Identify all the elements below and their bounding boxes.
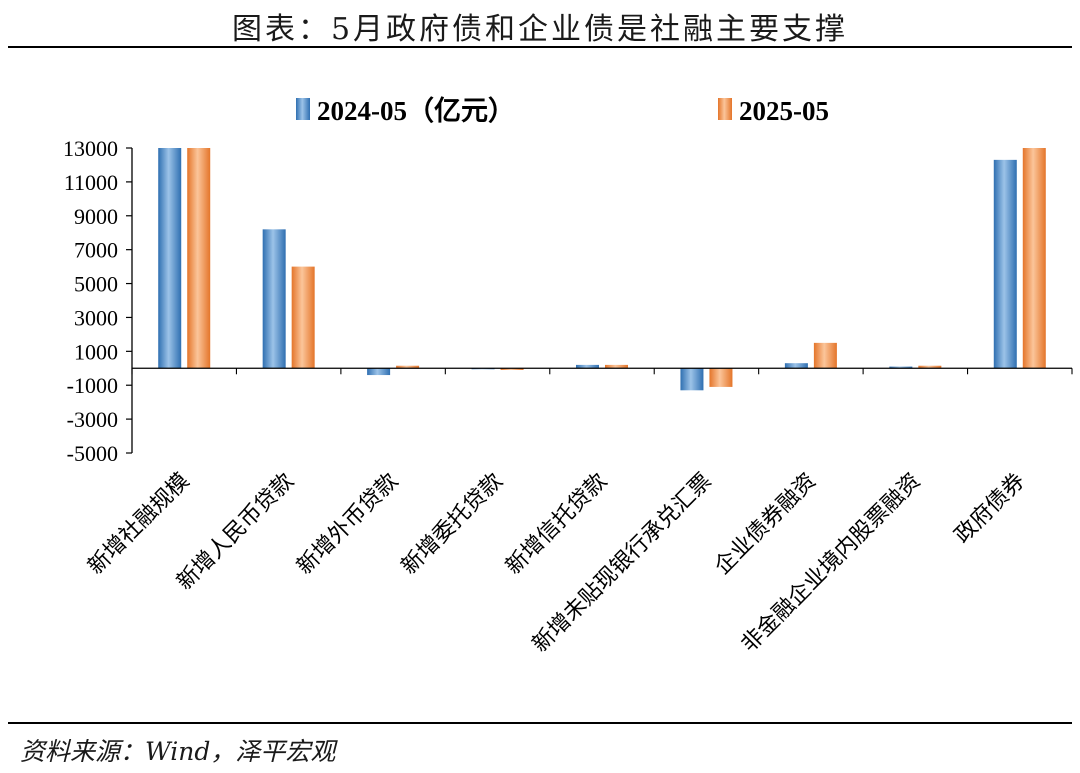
x-category-label: 企业债券融资 xyxy=(710,469,821,580)
legend-swatch xyxy=(296,98,310,120)
bar-series-1 xyxy=(158,148,182,369)
x-axis: 新增社融规模新增人民币贷款新增外币贷款新增委托贷款新增信托贷款新增未贴现银行承兑… xyxy=(83,367,1073,658)
y-tick-label: -1000 xyxy=(67,373,118,398)
y-tick-label: -3000 xyxy=(67,407,118,432)
bar-series-2 xyxy=(1022,148,1046,369)
bar-series-2 xyxy=(605,364,628,369)
bar-series-1 xyxy=(262,229,286,369)
bars xyxy=(158,148,1046,391)
x-category-label: 新增社融规模 xyxy=(83,469,194,580)
y-tick-label: 9000 xyxy=(74,204,118,229)
x-category-label: 新增委托贷款 xyxy=(397,469,508,580)
x-category-label: 新增外币贷款 xyxy=(292,469,403,580)
source-note: 资料来源：Wind，泽平宏观 xyxy=(20,737,336,766)
bar-series-1 xyxy=(680,368,704,391)
y-tick-label: 1000 xyxy=(74,339,118,364)
chart-legend: 2024-05（亿元） 2025-05 xyxy=(296,96,829,126)
y-tick-label: 11000 xyxy=(64,170,118,195)
title-divider xyxy=(8,46,1072,48)
bar-series-1 xyxy=(993,159,1017,369)
x-category-label: 新增信托贷款 xyxy=(501,469,612,580)
bar-series-2 xyxy=(291,266,315,369)
bar-series-2 xyxy=(500,368,524,370)
y-tick-label: 5000 xyxy=(74,272,118,297)
y-tick-label: 13000 xyxy=(63,136,118,161)
bar-series-2 xyxy=(187,148,211,369)
x-category-label: 新增未贴现银行承兑汇票 xyxy=(528,469,717,658)
bar-series-2 xyxy=(918,365,942,369)
legend-swatch xyxy=(718,98,732,120)
bar-series-1 xyxy=(576,364,599,369)
bar-series-2 xyxy=(396,365,420,369)
bar-series-1 xyxy=(784,363,808,369)
y-tick-label: -5000 xyxy=(67,441,118,466)
x-category-label: 政府债券 xyxy=(950,469,1030,549)
bar-series-2 xyxy=(709,368,733,387)
y-axis: 13000 11000 9000 7000 5000 3000 1000 -1000 -3000… xyxy=(63,136,133,466)
y-tick-label: 7000 xyxy=(74,238,118,263)
x-category-label: 非金融企业境内股票融资 xyxy=(737,469,926,658)
bar-series-1 xyxy=(367,368,391,376)
bar-series-1 xyxy=(889,366,913,369)
legend-label: 2025-05 xyxy=(739,96,829,126)
bar-series-2 xyxy=(813,342,837,369)
bar-chart: 2024-05（亿元） 2025-05 13000 11000 9000 7000 500… xyxy=(63,96,1073,658)
footer-divider xyxy=(8,722,1072,724)
chart-title: 图表：5月政府债和企业债是社融主要支撑 xyxy=(231,12,849,47)
legend-label: 2024-05（亿元） xyxy=(317,96,515,126)
y-tick-label: 3000 xyxy=(74,305,118,330)
